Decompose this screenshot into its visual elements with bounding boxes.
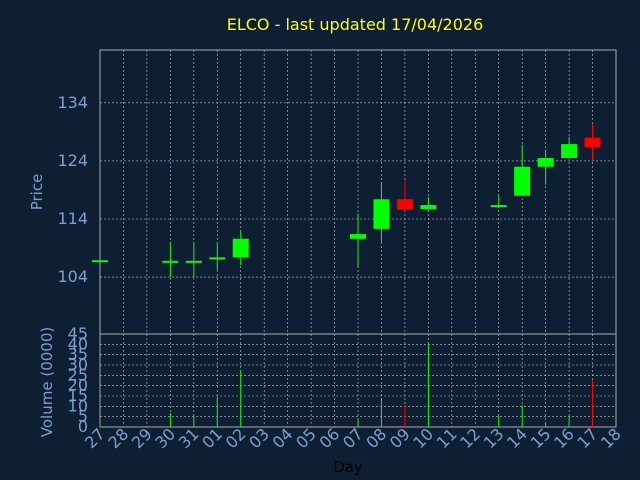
candle-body xyxy=(490,205,507,208)
volume-axis-label: Volume (0000) xyxy=(38,327,56,437)
y-tick-label: 104 xyxy=(57,267,88,286)
candle-body xyxy=(420,205,437,210)
volume-tick-label: 15 xyxy=(68,386,88,405)
volume-tick-label: 5 xyxy=(78,407,88,426)
candle-body xyxy=(584,137,601,147)
candle-body xyxy=(185,260,202,263)
candle-body xyxy=(92,260,108,263)
candle-body xyxy=(561,144,578,159)
y-tick-label: 134 xyxy=(57,93,88,112)
x-axis-label: Day xyxy=(333,458,363,476)
volume-tick-label: 35 xyxy=(68,345,88,364)
volume-tick-label: 0 xyxy=(78,417,88,436)
volume-tick-label: 20 xyxy=(68,376,88,395)
candle-body xyxy=(396,199,413,210)
volume-tick-label: 25 xyxy=(68,365,88,384)
candle-body xyxy=(209,257,226,260)
volume-tick-label: 30 xyxy=(68,355,88,374)
x-tick-label: 18 xyxy=(597,424,625,452)
volume-tick-label: 10 xyxy=(68,396,88,415)
candle-body xyxy=(162,260,179,263)
y-tick-label: 114 xyxy=(57,209,88,228)
y-axis-label: Price xyxy=(28,174,46,211)
y-tick-label: 124 xyxy=(57,151,88,170)
volume-tick-label: 45 xyxy=(68,324,88,343)
chart-title: ELCO - last updated 17/04/2026 xyxy=(227,15,484,34)
candle-body xyxy=(537,158,554,167)
candle-body xyxy=(373,199,390,229)
candle-body xyxy=(514,166,531,196)
volume-tick-label: 40 xyxy=(68,334,88,353)
candle-body xyxy=(350,234,366,239)
candle-body xyxy=(232,238,249,258)
